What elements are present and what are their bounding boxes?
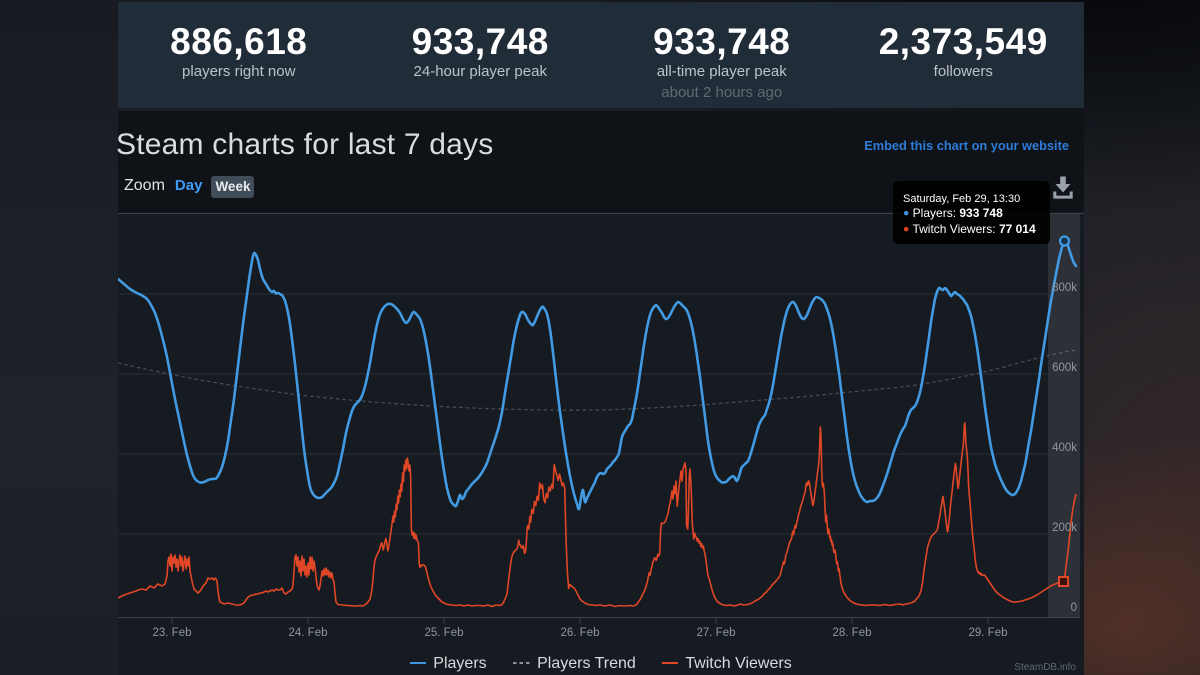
svg-text:27. Feb: 27. Feb [697, 627, 736, 639]
svg-text:28. Feb: 28. Feb [833, 627, 872, 639]
svg-text:23. Feb: 23. Feb [153, 627, 192, 639]
svg-text:200k: 200k [1052, 522, 1077, 534]
svg-text:24. Feb: 24. Feb [289, 627, 328, 639]
svg-text:SteamDB.info: SteamDB.info [1014, 662, 1076, 673]
svg-text:800k: 800k [1052, 282, 1077, 294]
svg-text:25. Feb: 25. Feb [425, 627, 464, 639]
svg-text:29. Feb: 29. Feb [969, 627, 1008, 639]
svg-text:0: 0 [1071, 602, 1077, 614]
svg-text:600k: 600k [1052, 362, 1077, 374]
svg-text:400k: 400k [1052, 442, 1077, 454]
svg-text:26. Feb: 26. Feb [561, 627, 600, 639]
